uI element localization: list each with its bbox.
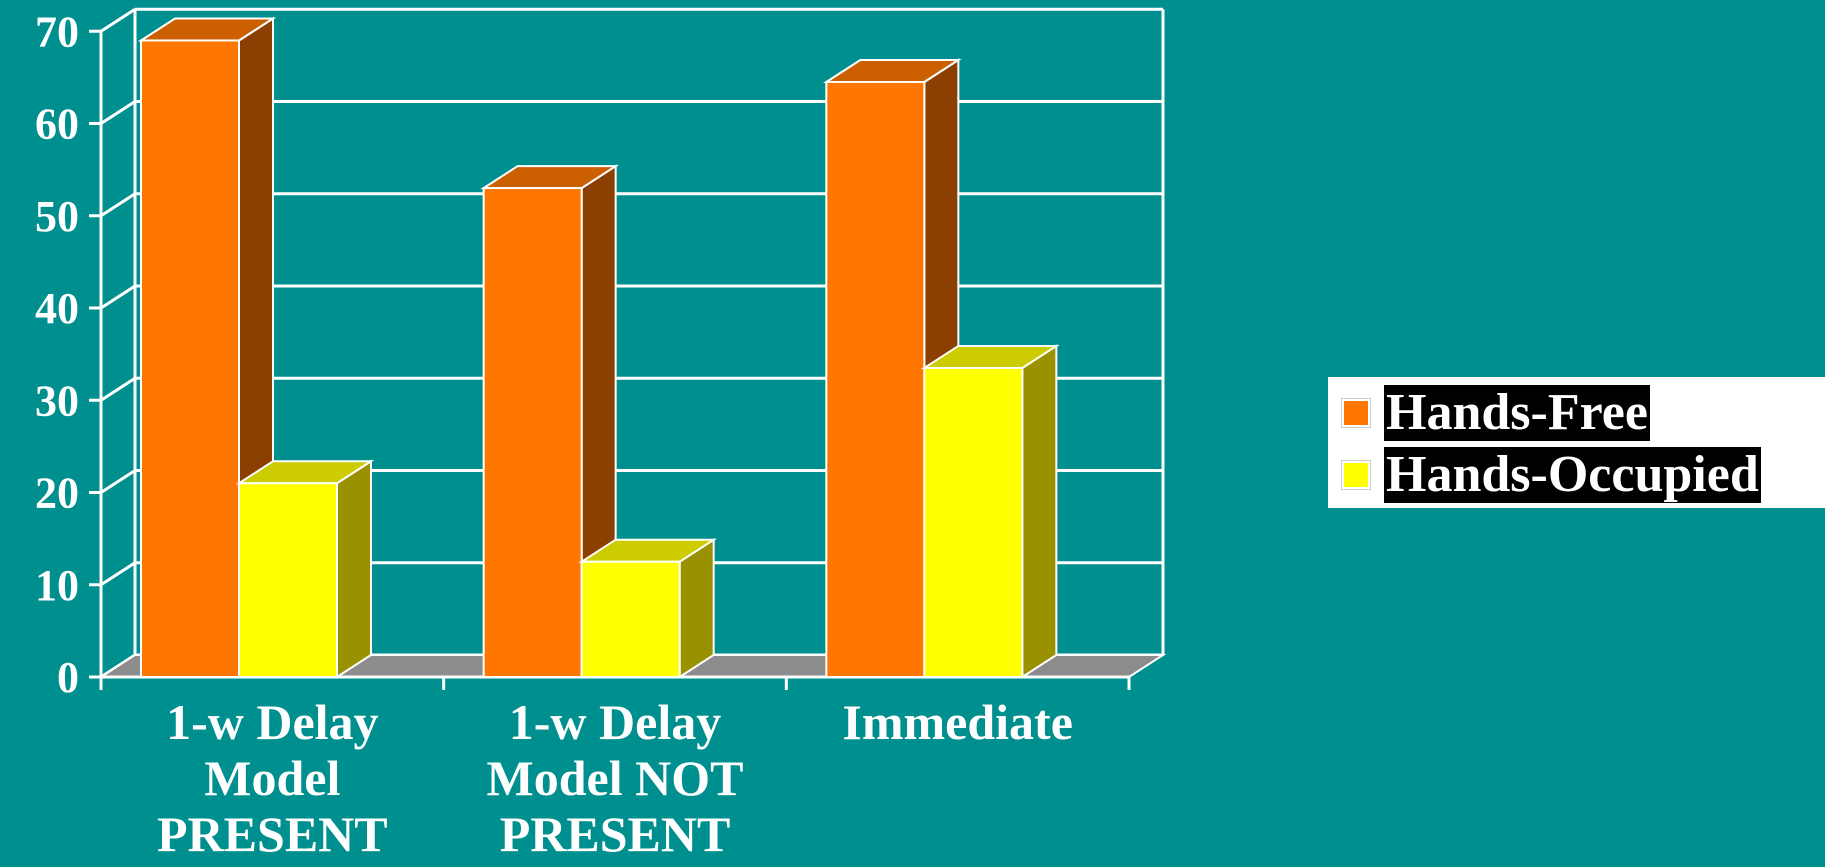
bar [825, 80, 926, 679]
bar-side [336, 459, 372, 679]
y-tick-label: 30 [35, 376, 79, 425]
side-gridline [100, 284, 136, 310]
side-gridline [100, 7, 136, 33]
x-tick-label: Immediate [842, 694, 1073, 750]
bar [238, 482, 338, 678]
side-gridline [100, 469, 136, 494]
y-tick-label: 10 [35, 561, 79, 610]
bar [923, 366, 1024, 678]
legend-swatch-hands-free [1342, 399, 1370, 427]
legend-label-hands-occupied: Hands-Occupied [1384, 446, 1761, 503]
y-tick-label: 0 [57, 653, 79, 702]
x-tick-label: 1-w Delay [509, 694, 721, 750]
legend-label-hands-free: Hands-Free [1384, 384, 1650, 441]
x-tick-label: Model NOT [487, 750, 744, 806]
y-tick-label: 50 [35, 192, 79, 241]
y-tick-label: 70 [35, 7, 79, 56]
legend-item-hands-free: Hands-Free [1342, 385, 1650, 441]
side-gridline [100, 100, 136, 125]
legend-swatch-hands-occupied [1342, 461, 1370, 489]
bar [580, 560, 681, 678]
bar [140, 39, 240, 679]
legend: Hands-Free Hands-Occupied [1328, 377, 1825, 508]
bar-side [678, 537, 715, 679]
legend-item-hands-occupied: Hands-Occupied [1342, 447, 1761, 503]
y-tick-label: 60 [35, 100, 79, 149]
y-tick-label: 20 [35, 469, 79, 518]
side-gridline [100, 561, 136, 587]
bar-side [1021, 344, 1058, 679]
side-gridline [100, 192, 136, 218]
x-tick-label: 1-w Delay [166, 694, 378, 750]
y-tick-label: 40 [35, 284, 79, 333]
x-tick-label: Model [204, 750, 340, 806]
x-tick-label: PRESENT [500, 806, 731, 862]
side-gridline [100, 376, 136, 402]
x-tick-label: PRESENT [157, 806, 388, 862]
bar [482, 187, 583, 678]
